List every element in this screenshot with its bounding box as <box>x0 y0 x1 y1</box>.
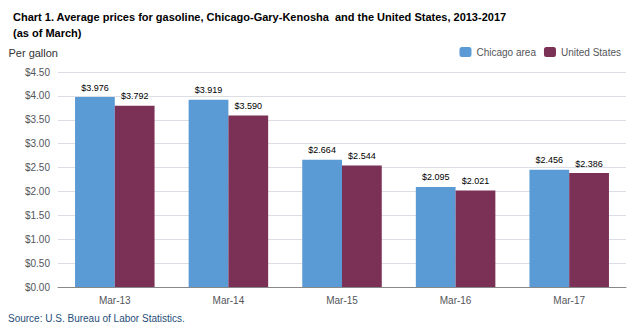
svg-text:Mar-16: Mar-16 <box>440 295 472 306</box>
svg-text:$3.919: $3.919 <box>195 85 223 95</box>
svg-text:$2.664: $2.664 <box>308 145 336 155</box>
svg-text:$2.095: $2.095 <box>422 172 450 182</box>
svg-text:$2.50: $2.50 <box>25 162 50 173</box>
svg-text:Chart 1. Average prices for ga: Chart 1. Average prices for gasoline, Ch… <box>13 11 506 23</box>
svg-text:Mar-15: Mar-15 <box>326 295 358 306</box>
svg-text:Chicago area: Chicago area <box>476 47 536 58</box>
svg-text:$1.00: $1.00 <box>25 234 50 245</box>
svg-text:$2.021: $2.021 <box>462 176 490 186</box>
svg-text:$0.50: $0.50 <box>25 258 50 269</box>
svg-text:$4.50: $4.50 <box>25 67 50 78</box>
svg-text:(as of March): (as of March) <box>13 27 82 39</box>
svg-text:$3.50: $3.50 <box>25 114 50 125</box>
svg-text:$3.00: $3.00 <box>25 138 50 149</box>
svg-text:$2.544: $2.544 <box>348 151 376 161</box>
svg-text:$2.456: $2.456 <box>536 155 564 165</box>
svg-text:Mar-17: Mar-17 <box>553 295 585 306</box>
svg-text:Mar-14: Mar-14 <box>213 295 245 306</box>
svg-text:Per gallon: Per gallon <box>8 47 58 59</box>
svg-text:$3.590: $3.590 <box>235 101 263 111</box>
svg-text:$1.50: $1.50 <box>25 210 50 221</box>
svg-text:United States: United States <box>561 47 621 58</box>
svg-text:$0.00: $0.00 <box>25 282 50 293</box>
svg-text:$4.00: $4.00 <box>25 90 50 101</box>
svg-text:Mar-13: Mar-13 <box>99 295 131 306</box>
svg-text:$2.386: $2.386 <box>575 159 603 169</box>
svg-text:$3.976: $3.976 <box>81 83 109 93</box>
svg-text:$3.792: $3.792 <box>121 91 149 101</box>
svg-text:Source: U.S. Bureau of Labor S: Source: U.S. Bureau of Labor Statistics. <box>8 313 185 324</box>
svg-text:$2.00: $2.00 <box>25 186 50 197</box>
